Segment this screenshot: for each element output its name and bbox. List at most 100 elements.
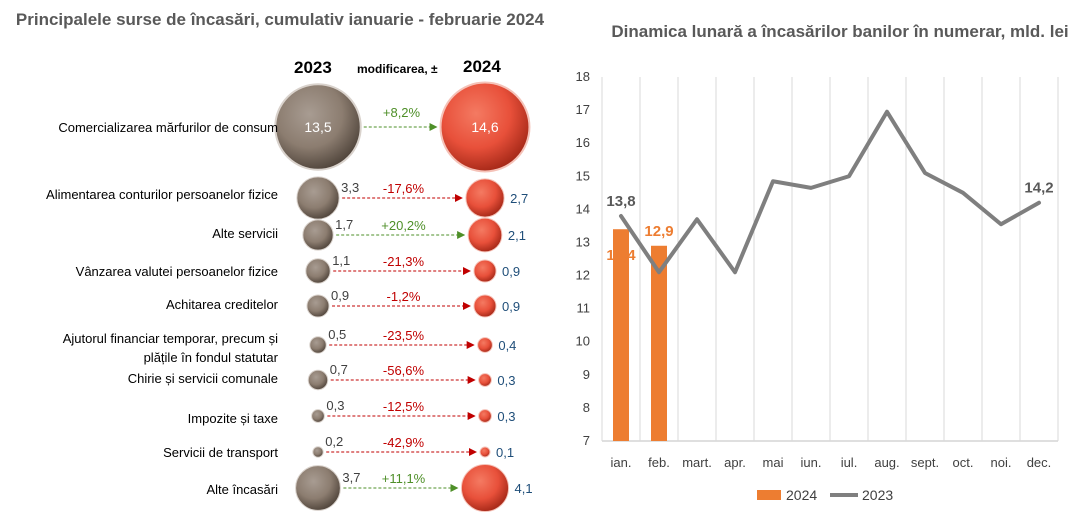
value-2023: 1,1 bbox=[332, 253, 350, 268]
change-percent: -17,6% bbox=[383, 181, 425, 196]
row-label-other-receipts: Alte încasări bbox=[206, 482, 278, 497]
x-tick-label: mai bbox=[763, 455, 784, 470]
chart-title: Dinamica lunară a încasărilor banilor în… bbox=[611, 22, 1069, 41]
bubble-2024 bbox=[439, 81, 531, 173]
bubble-2024 bbox=[478, 373, 492, 387]
data-label-line-ian: 13,8 bbox=[606, 193, 635, 210]
bubble-2023 bbox=[309, 336, 327, 354]
x-tick-label: oct. bbox=[953, 455, 974, 470]
y-tick-label: 10 bbox=[576, 334, 590, 349]
row-label-consumer-goods: Comercializarea mărfurilor de consum bbox=[58, 120, 278, 135]
value-2023: 0,3 bbox=[326, 398, 344, 413]
bubble-2023 bbox=[312, 446, 324, 458]
x-tick-label: sept. bbox=[911, 455, 939, 470]
y-tick-label: 11 bbox=[577, 301, 591, 316]
value-2024: 4,1 bbox=[515, 481, 533, 496]
x-tick-label: aug. bbox=[874, 455, 899, 470]
value-2024: 0,9 bbox=[502, 264, 520, 279]
value-2023: 0,9 bbox=[331, 288, 349, 303]
bubble-2023 bbox=[306, 294, 330, 318]
data-label-line-dec: 14,2 bbox=[1024, 180, 1053, 197]
x-tick-label: feb. bbox=[648, 455, 670, 470]
bubble-2024 bbox=[478, 409, 492, 423]
value-2023: 0,2 bbox=[325, 434, 343, 449]
legend-label-2024: 2024 bbox=[786, 487, 817, 503]
bubble-2024 bbox=[477, 337, 493, 353]
header-change: modificarea, ± bbox=[357, 62, 438, 76]
bar-2024 bbox=[613, 229, 629, 441]
y-tick-label: 16 bbox=[576, 135, 590, 150]
value-2024: 0,1 bbox=[496, 445, 514, 460]
change-percent: -21,3% bbox=[383, 254, 425, 269]
row-label-rent-utilities: Chirie și servicii comunale bbox=[127, 371, 278, 386]
x-tick-label: dec. bbox=[1027, 455, 1052, 470]
value-2024: 2,7 bbox=[510, 191, 528, 206]
row-label-transport: Servicii de transport bbox=[163, 445, 278, 460]
change-percent: -23,5% bbox=[383, 328, 425, 343]
row-label-currency-sales: Vânzarea valutei persoanelor fizice bbox=[75, 264, 278, 279]
y-tick-label: 7 bbox=[583, 433, 590, 448]
monthly-chart-panel: Dinamica lunară a încasărilor banilor în… bbox=[560, 0, 1089, 515]
sources-panel: Principalele surse de încasări, cumulati… bbox=[15, 10, 545, 513]
x-tick-label: apr. bbox=[724, 455, 746, 470]
value-2024: 14,6 bbox=[471, 119, 498, 135]
x-tick-label: mart. bbox=[682, 455, 712, 470]
value-2023: 1,7 bbox=[335, 217, 353, 232]
legend-swatch-2024 bbox=[757, 490, 781, 500]
x-tick-label: noi. bbox=[991, 455, 1012, 470]
change-percent: -1,2% bbox=[387, 289, 421, 304]
value-2023: 0,7 bbox=[330, 362, 348, 377]
y-tick-label: 13 bbox=[576, 234, 590, 249]
value-2024: 0,4 bbox=[498, 338, 516, 353]
bubble-2024 bbox=[473, 294, 497, 318]
change-percent: -56,6% bbox=[383, 363, 425, 378]
y-tick-label: 17 bbox=[576, 102, 590, 117]
bar-2024 bbox=[651, 245, 667, 441]
bubble-2024 bbox=[460, 463, 510, 513]
change-percent: -12,5% bbox=[383, 399, 425, 414]
data-label-bar-ian: 13,4 bbox=[606, 247, 636, 264]
x-tick-label: iul. bbox=[841, 455, 858, 470]
bubble-2024 bbox=[473, 259, 497, 283]
value-2023: 3,7 bbox=[342, 470, 360, 485]
row-label-personal-accounts: Alimentarea conturilor persoanelor fizic… bbox=[46, 187, 278, 202]
y-tick-label: 8 bbox=[583, 400, 590, 415]
y-tick-label: 12 bbox=[576, 268, 590, 283]
bubble-2023 bbox=[295, 465, 341, 511]
row-label-credit-repayment: Achitarea creditelor bbox=[166, 297, 278, 312]
change-percent: +8,2% bbox=[383, 105, 421, 120]
legend-label-2023: 2023 bbox=[862, 487, 893, 503]
value-2024: 0,9 bbox=[502, 299, 520, 314]
value-2023: 0,5 bbox=[328, 327, 346, 342]
value-2024: 2,1 bbox=[508, 228, 526, 243]
header-2023: 2023 bbox=[294, 58, 332, 77]
bubbles-graphic: 13,5 14,6 +8,2% 3,3 2,7 -17,6% 1,7 2,1 +20,2% 1,1… bbox=[274, 81, 533, 513]
value-2024: 0,3 bbox=[497, 373, 515, 388]
sources-title: Principalele surse de încasări, cumulati… bbox=[15, 10, 545, 29]
bubble-2023 bbox=[296, 176, 340, 220]
value-2024: 0,3 bbox=[497, 409, 515, 424]
bubble-2023 bbox=[274, 83, 362, 171]
header-2024: 2024 bbox=[463, 57, 501, 76]
bubble-2023 bbox=[307, 369, 329, 391]
y-tick-label: 9 bbox=[583, 367, 590, 382]
bubble-2024 bbox=[479, 446, 491, 458]
row-label-other-services: Alte servicii bbox=[212, 226, 278, 241]
bubble-2023 bbox=[302, 219, 334, 251]
bubble-2023 bbox=[311, 409, 325, 423]
bubble-2024 bbox=[465, 178, 505, 218]
y-tick-label: 15 bbox=[576, 168, 590, 183]
line-chart: 7 8 9 10 11 12 13 14 15 16 17 18 ian. feb. mart. apr. ma… bbox=[576, 69, 1059, 503]
y-tick-label: 14 bbox=[576, 201, 590, 216]
row-label-taxes: Impozite și taxe bbox=[187, 411, 278, 426]
bubble-2023 bbox=[305, 258, 331, 284]
data-label-bar-feb: 12,9 bbox=[644, 223, 673, 240]
x-tick-label: iun. bbox=[801, 455, 822, 470]
bubble-2024 bbox=[467, 217, 503, 253]
line-2023 bbox=[619, 109, 1041, 275]
value-2023: 3,3 bbox=[341, 180, 359, 195]
change-percent: +11,1% bbox=[382, 471, 426, 486]
x-tick-label: ian. bbox=[611, 455, 632, 470]
value-2023: 13,5 bbox=[304, 119, 331, 135]
y-tick-label: 18 bbox=[576, 69, 590, 84]
